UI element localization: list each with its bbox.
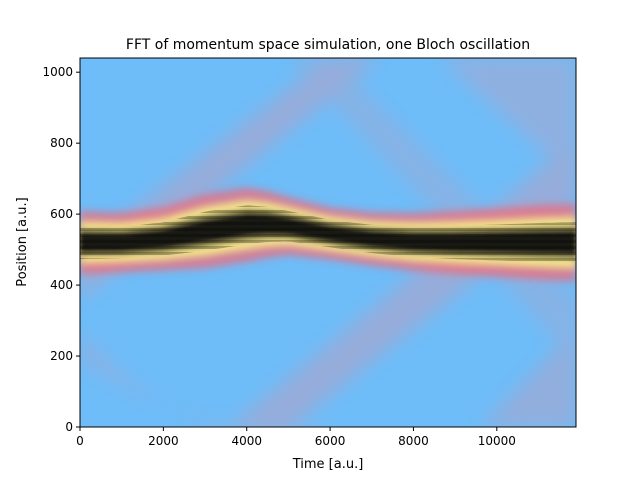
chart-title: FFT of momentum space simulation, one Bl…: [126, 37, 530, 53]
x-axis-label: Time [a.u.]: [292, 457, 364, 472]
x-tick-label: 0: [76, 434, 84, 448]
x-tick-label: 8000: [398, 434, 429, 448]
y-axis: 0 200 400 600 800 1000: [42, 65, 80, 434]
y-tick-label: 400: [50, 278, 73, 292]
y-tick-label: 1000: [42, 65, 73, 79]
x-tick-label: 6000: [315, 434, 346, 448]
plot-frame: [79, 57, 577, 428]
band-interference-fringes: [80, 205, 576, 263]
y-tick-label: 200: [50, 349, 73, 363]
x-tick-label: 10000: [478, 434, 516, 448]
y-axis-label: Position [a.u.]: [15, 197, 30, 286]
plot-area: [80, 58, 576, 427]
x-tick-label: 2000: [148, 434, 179, 448]
y-tick-label: 0: [65, 420, 73, 434]
x-tick-label: 4000: [231, 434, 262, 448]
y-tick-label: 800: [50, 136, 73, 150]
y-tick-label: 600: [50, 207, 73, 221]
oscillation-band: [80, 187, 576, 282]
x-axis: 0 2000 4000 6000 8000 10000: [76, 427, 516, 448]
